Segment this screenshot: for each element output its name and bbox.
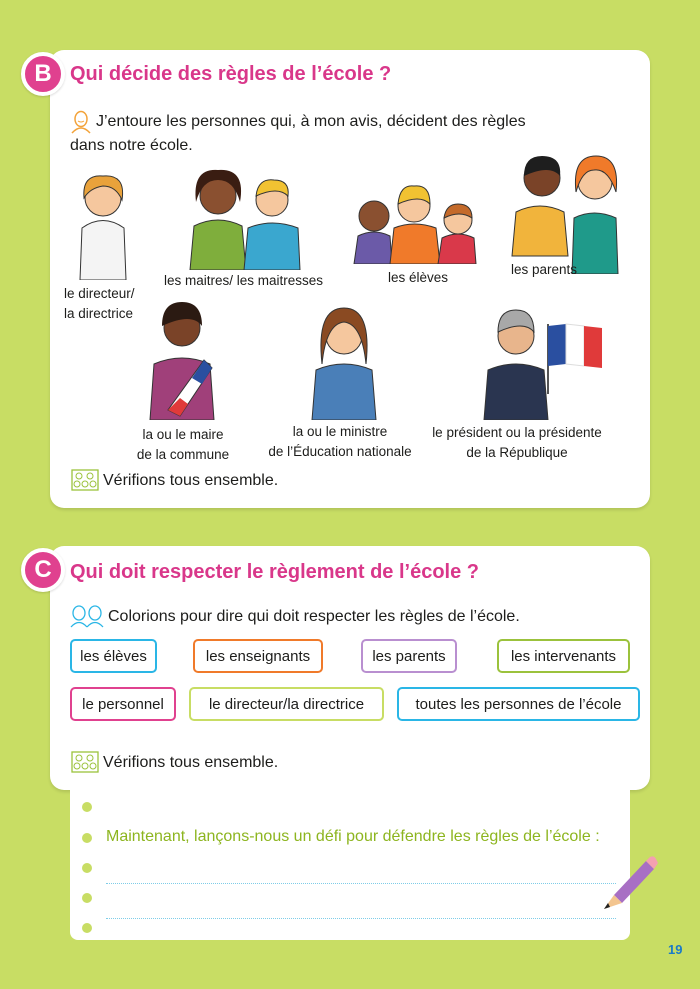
challenge-prompt: Maintenant, lançons-nous un défi pour dé… [106, 828, 600, 845]
label-mayor: la ou le maire de la commune [123, 425, 243, 465]
notebook-sheet: Maintenant, lançons-nous un défi pour dé… [70, 790, 630, 940]
chip-everyone[interactable]: toutes les personnes de l’école [397, 687, 640, 721]
label-line: le président ou la présidente [432, 425, 602, 440]
binder-hole [82, 923, 92, 933]
section-b-badge: B [21, 52, 65, 96]
binder-hole [82, 893, 92, 903]
label-line: la directrice [64, 306, 134, 321]
label-pupils: les élèves [388, 270, 449, 285]
minister-illustration[interactable] [306, 304, 382, 420]
page-number: 19 [668, 942, 683, 957]
label-minister: la ou le ministre de l’Éducation nationa… [260, 422, 420, 462]
label-director: le directeur/ la directrice [64, 284, 135, 324]
label-line: la ou le maire [142, 427, 224, 442]
section-b-instruction-2: dans notre école. [70, 137, 193, 154]
group-icon [71, 469, 99, 491]
chip-staff[interactable]: le personnel [70, 687, 176, 721]
writing-line[interactable] [106, 883, 616, 884]
label-line: de la commune [136, 447, 230, 462]
section-b-title: Qui décide des règles de l’école ? [70, 63, 392, 85]
label-line: de la République [466, 445, 568, 460]
section-b-check: Vérifions tous ensemble. [103, 472, 279, 489]
label-line: de l’Éducation nationale [268, 444, 412, 459]
mayor-illustration[interactable] [146, 298, 218, 420]
label-teachers: les maitres/ les maitresses [164, 273, 324, 288]
pencil-icon [604, 856, 658, 909]
label-president: le président ou la présidente de la Répu… [427, 423, 607, 463]
binder-hole [82, 833, 92, 843]
binder-hole [82, 802, 92, 812]
section-c-card [50, 546, 650, 790]
label-line: le directeur/ [64, 286, 135, 301]
teachers-illustration[interactable] [188, 166, 302, 270]
group-icon [71, 751, 99, 773]
writing-line[interactable] [106, 918, 616, 919]
president-illustration[interactable] [482, 304, 604, 420]
chip-pupils[interactable]: les élèves [70, 639, 157, 673]
section-b-card [50, 50, 650, 508]
chip-director[interactable]: le directeur/la directrice [189, 687, 384, 721]
pupils-illustration[interactable] [350, 176, 482, 264]
section-c-title: Qui doit respecter le règlement de l’éco… [70, 561, 480, 583]
label-parents: les parents [511, 262, 578, 277]
section-c-check: Vérifions tous ensemble. [103, 754, 279, 771]
section-c-badge: C [21, 548, 65, 592]
binder-hole [82, 863, 92, 873]
chip-parents[interactable]: les parents [361, 639, 457, 673]
pair-children-icon [70, 605, 104, 628]
chip-contributors[interactable]: les intervenants [497, 639, 630, 673]
label-line: la ou le ministre [292, 424, 388, 439]
director-illustration[interactable] [72, 168, 134, 280]
section-b-instruction-1: J’entoure les personnes qui, à mon avis,… [96, 113, 526, 130]
single-child-icon [71, 110, 91, 134]
parents-illustration[interactable] [510, 152, 622, 274]
chip-teachers[interactable]: les enseignants [193, 639, 323, 673]
section-c-instruction: Colorions pour dire qui doit respecter l… [108, 608, 520, 625]
